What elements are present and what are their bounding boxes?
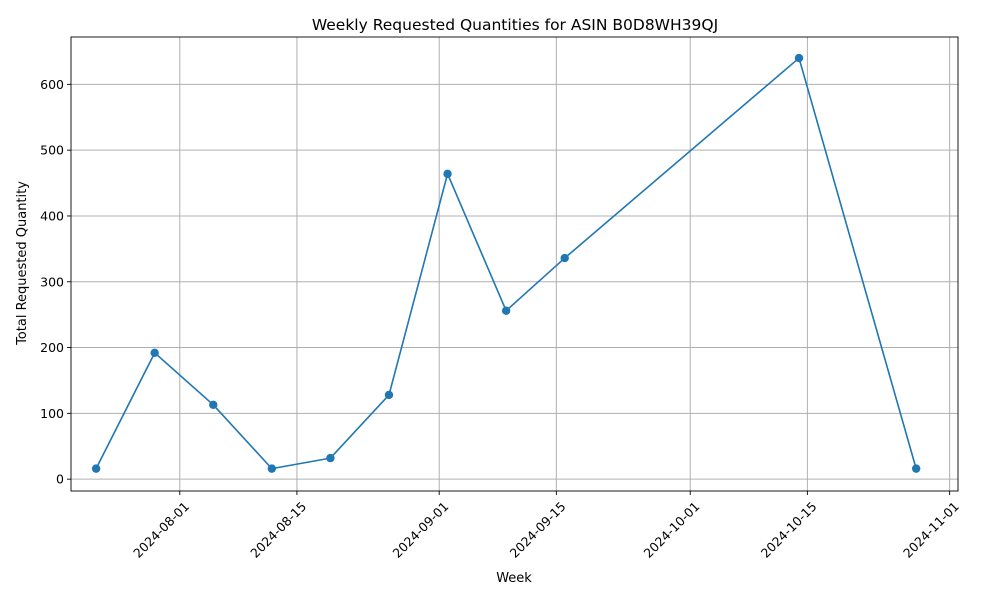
data-point	[326, 453, 335, 463]
y-tick: 100	[40, 406, 71, 421]
y-tick-label: 400	[40, 208, 64, 223]
y-axis-label: Total Requested Quantity	[15, 181, 30, 346]
y-tick: 300	[40, 274, 71, 289]
y-axis-ticks: 0 100 200 300 400 500 600	[40, 77, 71, 487]
y-tick: 400	[40, 208, 71, 223]
series-layer	[91, 53, 921, 473]
data-point	[443, 169, 452, 179]
y-tick: 0	[56, 472, 71, 487]
y-tick-label: 200	[40, 340, 64, 355]
y-tick: 200	[40, 340, 71, 355]
data-point	[911, 464, 921, 473]
grid-lines	[71, 37, 958, 491]
data-point	[267, 464, 277, 473]
y-tick-label: 500	[40, 143, 64, 158]
data-point	[91, 464, 101, 473]
data-point	[560, 253, 569, 263]
y-tick-label: 0	[56, 472, 64, 487]
plot-frame	[70, 36, 959, 492]
data-point	[794, 53, 804, 63]
y-tick: 500	[40, 143, 71, 158]
data-point	[384, 390, 394, 400]
y-tick-label: 600	[40, 77, 64, 92]
y-tick: 600	[40, 77, 71, 92]
x-axis-label: Week	[496, 571, 532, 586]
y-tick-label: 100	[40, 406, 64, 421]
data-point	[150, 348, 159, 358]
y-tick-label: 300	[40, 274, 64, 289]
data-point	[209, 400, 218, 410]
data-point	[501, 306, 511, 315]
chart-title: Weekly Requested Quantities for ASIN B0D…	[312, 16, 718, 34]
